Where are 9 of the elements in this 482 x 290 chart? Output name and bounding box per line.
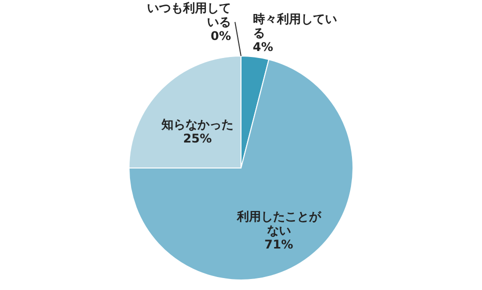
data-label: 25% (183, 131, 212, 146)
slice-label: 知らなかった (160, 117, 234, 132)
slice-label: 利用したことがない (236, 210, 322, 238)
pie-slice (128, 59, 354, 280)
category-label: いつも利用している (147, 1, 231, 29)
text: 0% (210, 29, 231, 43)
slice-label: 時々利用している (252, 12, 337, 40)
data-label: 71% (264, 238, 294, 252)
data-label: 4% (252, 40, 274, 54)
